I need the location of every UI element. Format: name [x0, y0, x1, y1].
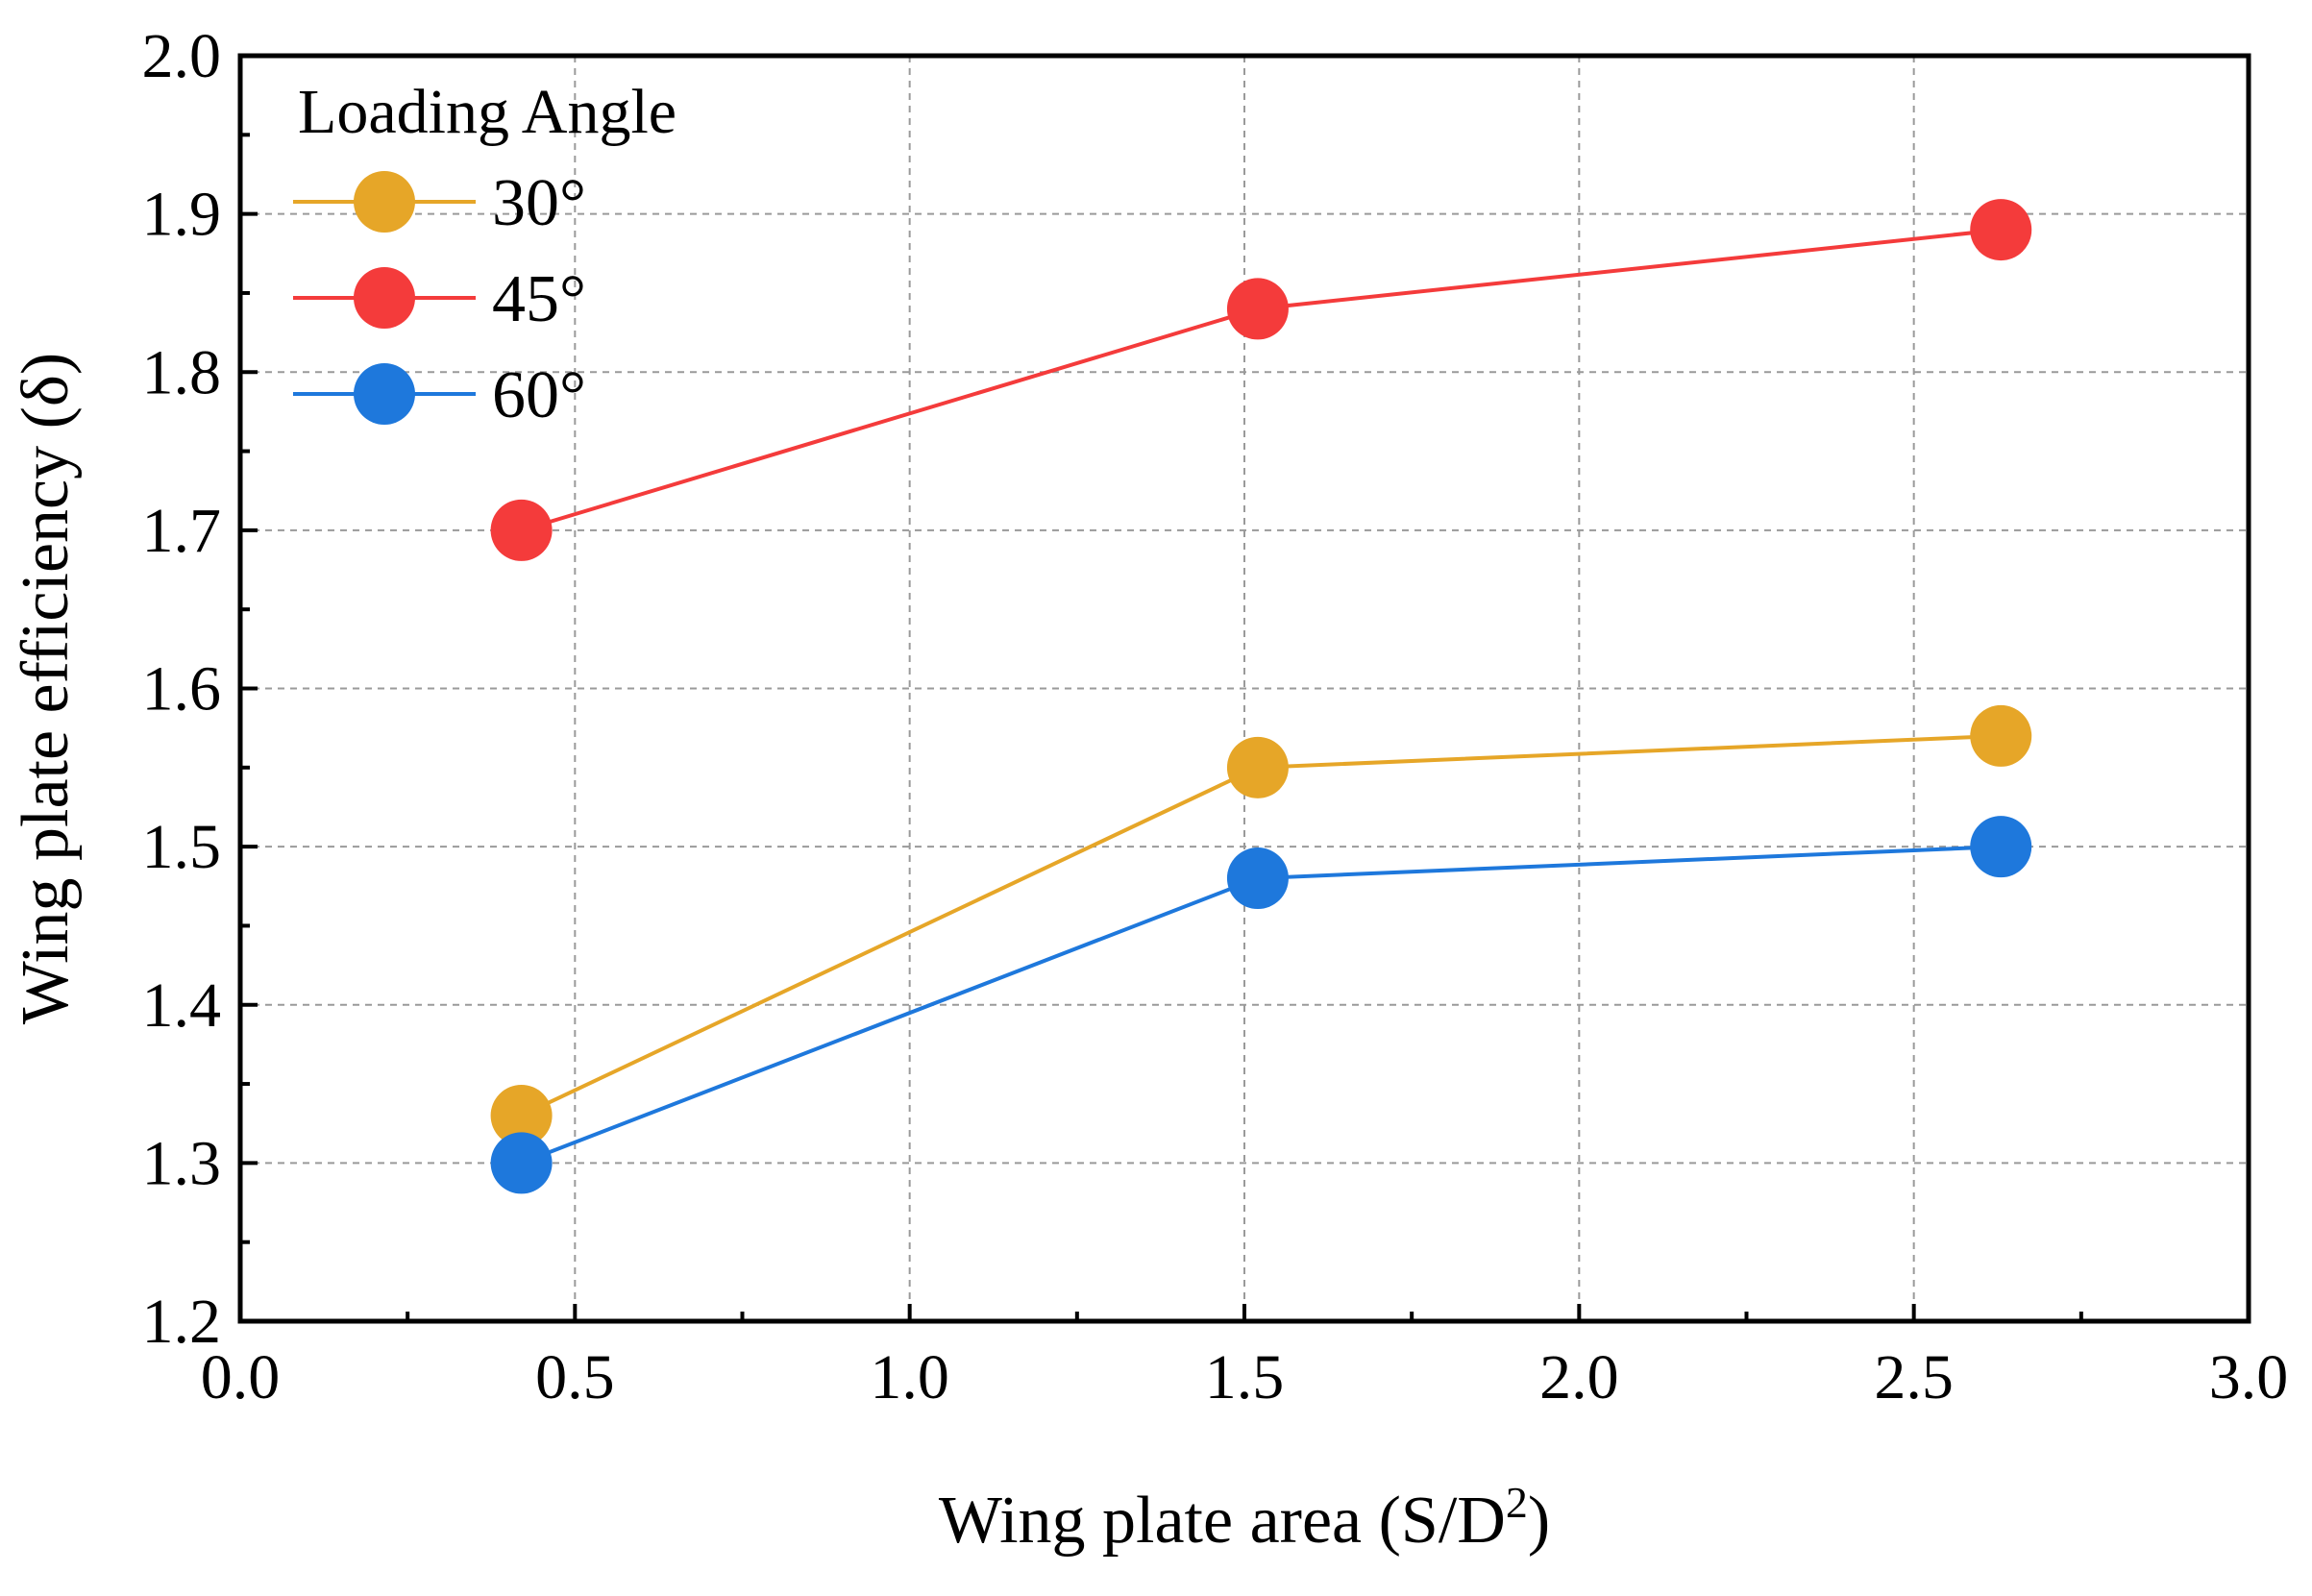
series-30-deg [490, 704, 2032, 1146]
y-tick-label: 1.8 [142, 337, 222, 407]
y-tick-label: 1.5 [142, 812, 222, 882]
data-point [1970, 199, 2032, 261]
legend-item: 30° [293, 166, 586, 240]
x-tick-label: 2.5 [1874, 1342, 1954, 1412]
legend-marker [354, 267, 415, 329]
legend-marker [354, 171, 415, 233]
x-axis-title-superscript: 2 [1506, 1478, 1528, 1527]
data-point [1226, 847, 1289, 910]
legend-item: 45° [293, 262, 586, 336]
data-point [490, 1132, 553, 1194]
y-tick-label: 1.3 [142, 1128, 222, 1198]
series-45-deg [490, 199, 2032, 561]
legend-label: 60° [492, 358, 586, 432]
data-point [490, 499, 553, 561]
legend-item: 60° [293, 358, 586, 432]
legend-items: 30° 45° 60° [293, 166, 586, 432]
grid-layer [240, 56, 2249, 1321]
legend-title: Loading Angle [298, 77, 676, 147]
x-axis-title-main: Wing plate area (S/D [939, 1484, 1506, 1558]
legend-marker [354, 363, 415, 425]
series-60-deg [490, 816, 2032, 1194]
x-tick-label: 0.0 [201, 1342, 281, 1412]
series-layer [490, 199, 2032, 1194]
x-tick-label: 2.0 [1539, 1342, 1619, 1412]
legend: Loading Angle 30° 45° 60° [293, 77, 676, 432]
legend-label: 30° [492, 166, 586, 240]
y-tick-label: 1.7 [142, 496, 222, 566]
x-axis-title: Wing plate area (S/D2) [939, 1478, 1550, 1558]
y-tick-label: 1.6 [142, 654, 222, 724]
y-axis-title: Wing plate efficiency (δ) [9, 353, 83, 1024]
x-tick-label: 0.5 [535, 1342, 615, 1412]
data-point [490, 1084, 553, 1146]
x-axis-title-suffix: ) [1528, 1484, 1550, 1558]
data-point [1970, 816, 2032, 878]
y-tick-label: 1.2 [142, 1287, 222, 1357]
series-line [521, 228, 2002, 532]
data-point [1226, 278, 1289, 340]
legend-label: 45° [492, 262, 586, 336]
x-tick-label: 1.5 [1205, 1342, 1285, 1412]
tick-label-layer: 0.0 0.5 1.0 1.5 2.0 2.5 3.0 1.2 1.3 1.4 1.5 1.6 1.7 1… [142, 21, 2289, 1412]
x-tick-label: 1.0 [870, 1342, 949, 1412]
y-tick-label: 1.9 [142, 180, 222, 250]
data-point [1970, 704, 2032, 767]
tick-layer [238, 54, 2251, 1323]
y-tick-label: 2.0 [142, 21, 222, 91]
x-tick-label: 3.0 [2209, 1342, 2289, 1412]
y-tick-label: 1.4 [142, 970, 222, 1041]
data-point [1226, 736, 1289, 798]
